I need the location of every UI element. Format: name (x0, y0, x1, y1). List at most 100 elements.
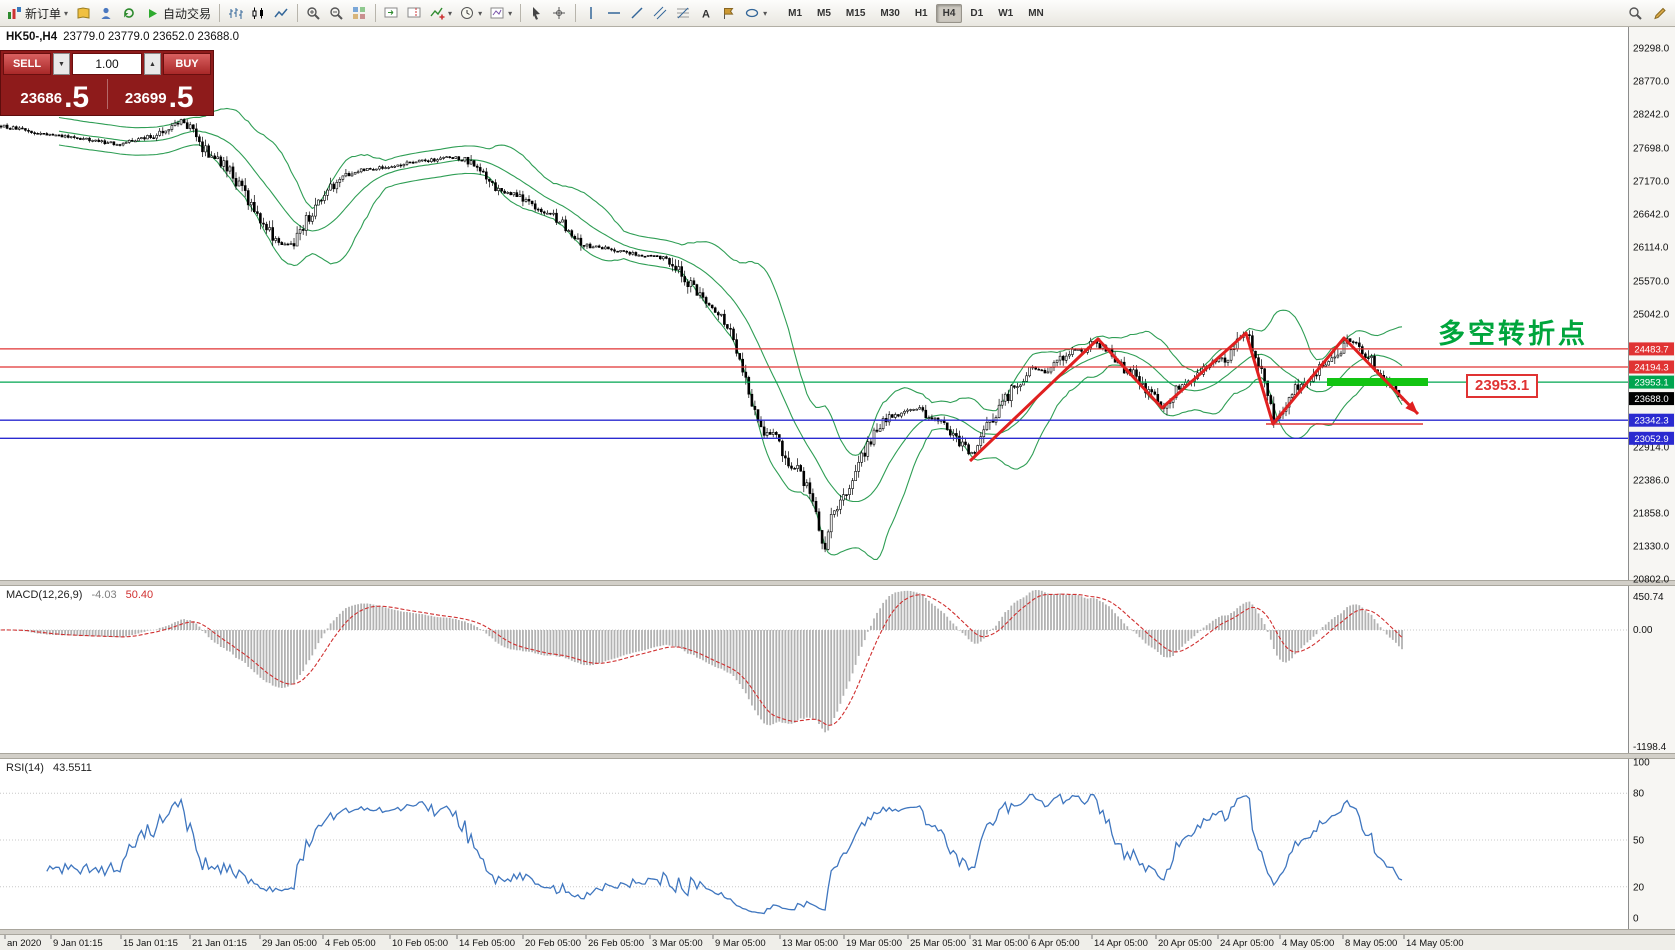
toolbar-separator (375, 4, 377, 22)
auto-trading-label: 自动交易 (163, 6, 212, 21)
shapes-tool-button[interactable]: ▾ (741, 0, 771, 27)
timeframe-m30[interactable]: M30 (880, 7, 900, 19)
ohlc-values: 23779.0 23779.0 23652.0 23688.0 (63, 31, 240, 43)
zoom-in-button[interactable] (302, 0, 325, 27)
vline-icon (590, 6, 592, 19)
buy-price-frac: .5 (168, 81, 194, 114)
fibo-icon (677, 7, 690, 18)
toolbar-separator (520, 4, 522, 22)
fibonacci-tool-button[interactable] (672, 0, 695, 27)
rsi-panel[interactable] (0, 759, 1628, 929)
cursor-tool-button[interactable] (525, 0, 548, 27)
chart-shift-button[interactable] (403, 0, 426, 27)
textA-icon: A (702, 8, 710, 20)
indicators-button[interactable]: ▾ (426, 0, 456, 27)
label-tool-button[interactable] (718, 0, 741, 27)
timeframe-m15[interactable]: M15 (845, 7, 866, 19)
volume-up-button[interactable]: ▲ (144, 53, 161, 75)
autoscroll-icon (384, 7, 398, 17)
linechart-icon (274, 8, 288, 17)
macd-indicator-label: MACD(12,26,9) -4.03 50.40 (6, 589, 153, 601)
timeframe-m5[interactable]: M5 (817, 7, 831, 19)
toolbar-right-group (1624, 0, 1672, 27)
crosshair-tool-button[interactable] (548, 0, 571, 27)
guide-button[interactable] (72, 0, 95, 27)
macd-name: MACD(12,26,9) (6, 589, 83, 601)
price-tag-annotation[interactable]: 23953.1 (1466, 374, 1539, 398)
buy-button[interactable]: BUY (163, 53, 211, 75)
text-tool-button[interactable]: A (695, 0, 718, 27)
timeframe-mn[interactable]: MN (1028, 7, 1044, 19)
dropdown-arrow-icon: ▾ (508, 8, 513, 18)
one-click-trading-panel: SELL ▼ 1.00 ▲ BUY 23686 .5 23699 .5 (0, 50, 214, 116)
splitter-macd-rsi[interactable] (0, 753, 1675, 759)
search-button[interactable] (1624, 0, 1647, 27)
market-watch-button[interactable] (95, 0, 118, 27)
auto-scroll-button[interactable] (380, 0, 403, 27)
rsi-indicator-label: RSI(14) 43.5511 (6, 762, 98, 774)
sell-price[interactable]: 23686 .5 (3, 81, 107, 114)
buy-price-int: 23699 (124, 90, 167, 107)
symbol-ohlc-info: HK50-,H4 23779.0 23779.0 23652.0 23688.0 (6, 31, 239, 43)
toolbar: 新订单 ▾ 自动交易 ▾ ▾ ▾ A ▾ M1 M5 M15 M30 H1 H4 D1 W1 MN (0, 0, 1675, 27)
splitter-main-macd[interactable] (0, 580, 1675, 586)
vertical-line-tool-button[interactable] (580, 0, 603, 27)
auto-trading-button[interactable]: 自动交易 (141, 0, 215, 27)
cursor-icon (533, 6, 541, 20)
shift-icon (407, 7, 421, 17)
grid-icon (353, 6, 366, 19)
toolbar-separator (219, 4, 221, 22)
shapes-icon (745, 8, 759, 17)
buy-price[interactable]: 23699 .5 (108, 81, 212, 114)
flag-icon (724, 7, 734, 19)
candle-chart-mode-button[interactable] (247, 0, 270, 27)
toolbar-separator (575, 4, 577, 22)
timeframe-h1[interactable]: H1 (914, 7, 928, 19)
macd-panel[interactable] (0, 586, 1628, 753)
timeframe-d1[interactable]: D1 (970, 7, 984, 19)
dropdown-arrow-icon: ▾ (64, 8, 69, 18)
channel-icon (653, 6, 667, 19)
chart2-icon (124, 7, 134, 18)
turning-point-annotation: 多空转折点 (1438, 319, 1588, 349)
clock-icon (461, 6, 474, 19)
channel-tool-button[interactable] (649, 0, 672, 27)
horizontal-line-tool-button[interactable] (603, 0, 626, 27)
template-icon (490, 7, 504, 18)
price-chart-panel[interactable] (0, 27, 1628, 580)
person-icon (101, 7, 111, 19)
dropdown-arrow-icon: ▾ (448, 8, 453, 18)
candles-icon (252, 7, 264, 19)
time-axis[interactable] (0, 935, 1675, 950)
dropdown-arrow-icon: ▾ (478, 8, 483, 18)
trendline-tool-button[interactable] (626, 0, 649, 27)
macd-value: -4.03 (91, 589, 117, 601)
sell-button[interactable]: SELL (3, 53, 51, 75)
play-icon (149, 8, 158, 18)
sell-price-frac: .5 (64, 81, 90, 114)
rsi-name: RSI(14) (6, 762, 44, 774)
rsi-value: 43.5511 (52, 762, 92, 774)
quick-edit-button[interactable] (1649, 0, 1672, 27)
timeframe-m1[interactable]: M1 (788, 7, 803, 19)
dropdown-arrow-icon: ▾ (763, 8, 768, 18)
new-order-button[interactable]: 新订单 ▾ (3, 0, 72, 27)
pencil-icon (1654, 7, 1666, 19)
tile-windows-button[interactable] (348, 0, 371, 27)
timeframe-w1[interactable]: W1 (998, 7, 1014, 19)
bar-chart-mode-button[interactable] (224, 0, 247, 27)
templates-button[interactable]: ▾ (486, 0, 516, 27)
indplus-icon (430, 7, 445, 19)
splitter-rsi-axis[interactable] (0, 929, 1675, 935)
zoom-out-button[interactable] (325, 0, 348, 27)
volume-down-button[interactable]: ▼ (53, 53, 70, 75)
new-order-label: 新订单 (25, 6, 62, 21)
volume-input[interactable]: 1.00 (72, 53, 142, 75)
line-chart-mode-button[interactable] (270, 0, 293, 27)
price-axis[interactable] (1628, 27, 1675, 935)
periods-button[interactable]: ▾ (456, 0, 486, 27)
timeframe-h4[interactable]: H4 (935, 3, 963, 23)
refresh-button[interactable] (118, 0, 141, 27)
book-icon (77, 6, 90, 19)
